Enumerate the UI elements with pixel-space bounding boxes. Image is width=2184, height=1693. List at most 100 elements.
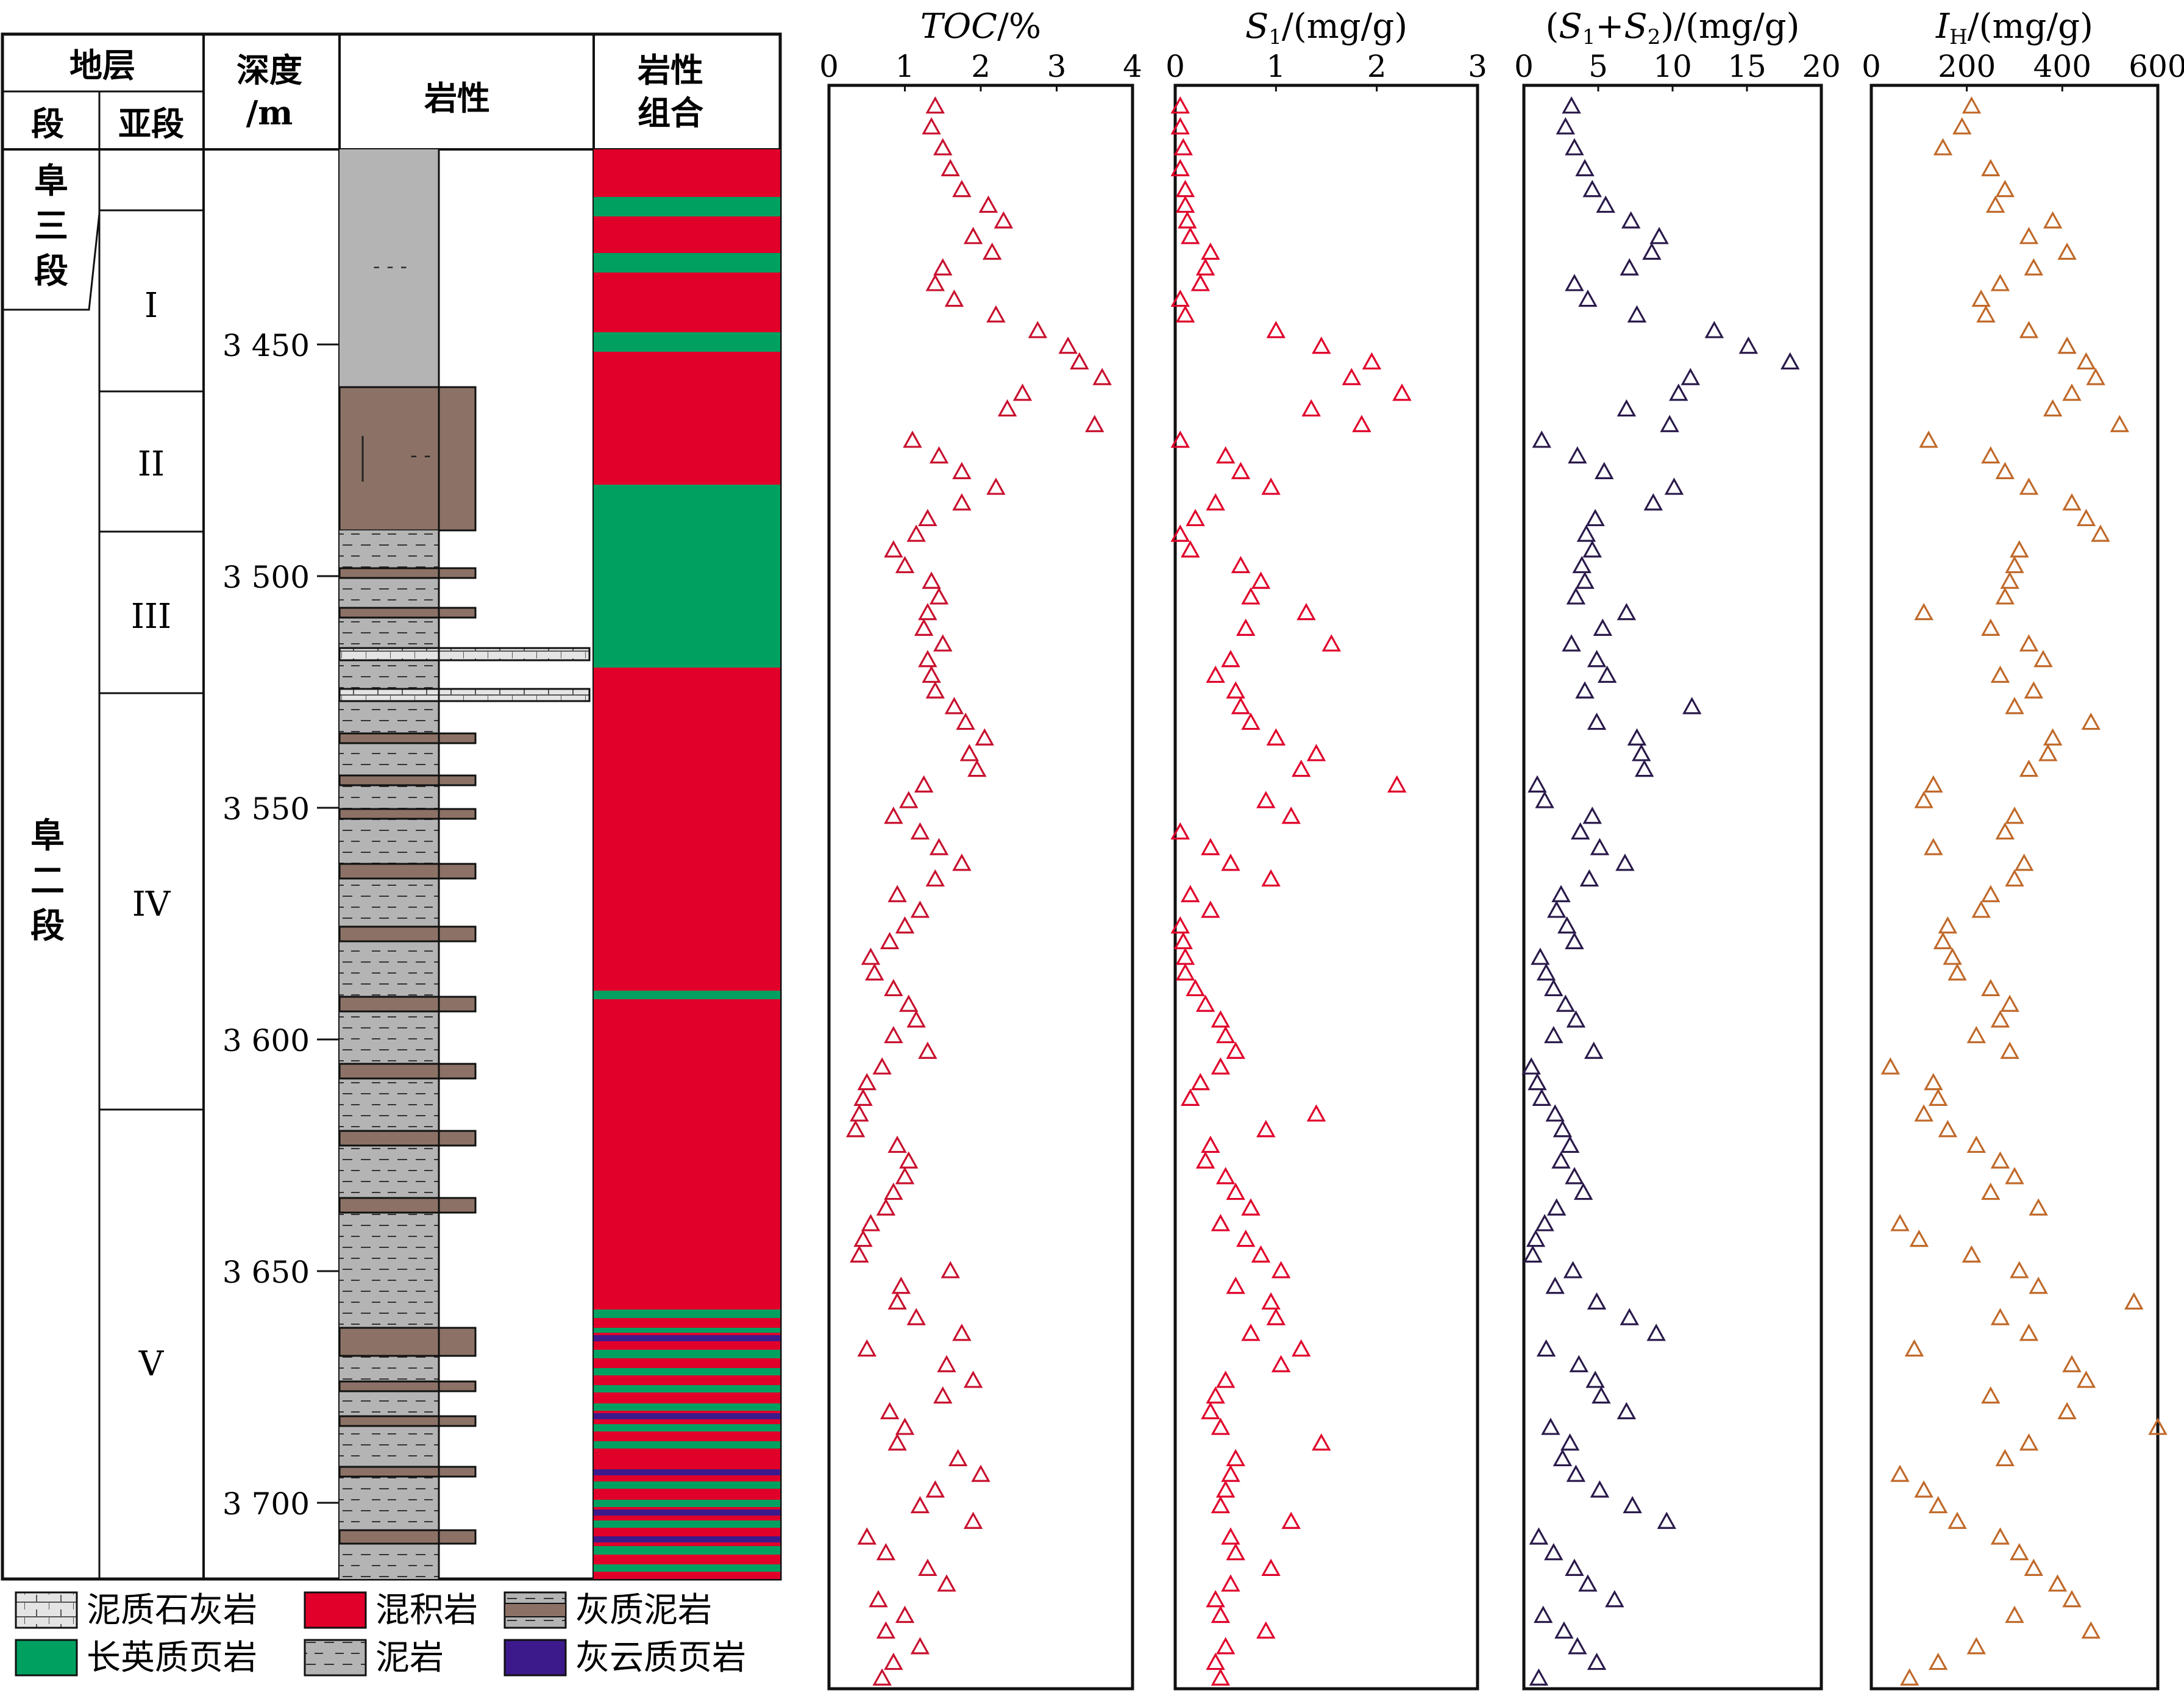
data-point-s1 <box>1175 305 1195 323</box>
data-point-ih <box>1995 462 2015 479</box>
data-point-toc <box>963 1511 983 1529</box>
data-point-ih <box>1981 446 2001 464</box>
data-point-s1s2 <box>1556 117 1576 135</box>
data-point-s1 <box>1226 1277 1245 1294</box>
data-point-s1 <box>1181 227 1200 244</box>
data-point-s1s2 <box>1664 477 1684 495</box>
data-point-toc <box>899 994 919 1012</box>
header-assemblage-line2: 组合 <box>638 93 703 132</box>
depth-tick: 3 450 <box>222 328 340 363</box>
felsic-band <box>594 1500 780 1507</box>
data-point-ih <box>2043 399 2063 417</box>
data-point-s1 <box>1266 1308 1286 1325</box>
data-point-s1s2 <box>1582 180 1602 198</box>
calcareous-mud-bed <box>338 808 477 820</box>
calcareous-mud-bed <box>338 1327 477 1357</box>
data-point-s1 <box>1211 1214 1231 1231</box>
dolomitic-band <box>594 1509 780 1516</box>
data-point-s1 <box>1206 1652 1225 1670</box>
data-point-s1 <box>1297 602 1316 621</box>
data-point-ih <box>1914 1480 1933 1498</box>
data-point-toc <box>922 117 941 135</box>
data-point-s1 <box>1271 1261 1291 1278</box>
data-point-s1s2 <box>1587 1652 1607 1670</box>
depth-axis: 3 450 3 500 3 550 3 600 3 650 3 700 <box>222 328 340 1522</box>
data-point-toc <box>884 978 903 997</box>
legend-item-marl: 泥质石灰岩 <box>15 1591 257 1630</box>
track-title-s1s2: (S1+S2)/(mg/g) <box>1546 7 1800 49</box>
x-tick-label: 600 <box>2129 49 2184 84</box>
data-point-s1 <box>1170 430 1190 448</box>
data-point-s1 <box>1261 477 1281 495</box>
data-point-s1s2 <box>1780 352 1800 370</box>
data-point-s1s2 <box>1554 1621 1574 1639</box>
data-point-toc <box>952 1324 972 1341</box>
felsic-band <box>594 1328 780 1333</box>
x-tick-label: 4 <box>1123 49 1142 84</box>
data-point-s1s2 <box>1566 1464 1586 1482</box>
data-point-ih <box>1938 916 1958 934</box>
data-point-toc <box>933 1386 953 1404</box>
data-point-s1s2 <box>1551 885 1571 902</box>
data-point-toc <box>861 1214 881 1231</box>
data-point-ih <box>2000 571 2019 589</box>
legend-label: 灰质泥岩 <box>575 1591 712 1630</box>
data-point-ih <box>2005 807 2024 824</box>
depth-tick-label: 3 700 <box>222 1486 310 1522</box>
data-point-s1 <box>1201 242 1220 260</box>
data-point-s1s2 <box>1562 96 1581 114</box>
data-point-s1 <box>1181 1088 1200 1106</box>
data-point-toc <box>887 1135 907 1153</box>
felsic-band <box>594 332 780 352</box>
data-point-s1s2 <box>1528 1072 1547 1091</box>
data-point-s1 <box>1236 618 1256 636</box>
data-point-ih <box>1904 1339 1924 1357</box>
data-point-s1 <box>1306 1104 1326 1122</box>
data-point-ih <box>2057 242 2077 260</box>
data-point-ih <box>1962 1245 1982 1263</box>
data-point-s1 <box>1251 1245 1271 1263</box>
track-title-s1: S1/(mg/g) <box>1245 7 1407 49</box>
data-point-s1 <box>1241 587 1261 605</box>
data-point-toc <box>895 555 915 574</box>
data-point-ih <box>2000 1041 2019 1059</box>
data-point-ih <box>1976 305 1996 323</box>
data-point-ih <box>1995 1449 2015 1467</box>
track-frame <box>1522 84 1823 1691</box>
data-point-toc <box>952 180 972 198</box>
data-point-ih <box>2010 540 2029 558</box>
data-point-ih <box>1890 1214 1910 1231</box>
data-point-s1s2 <box>1592 1386 1611 1404</box>
data-point-s1 <box>1211 1668 1231 1686</box>
data-point-ih <box>2005 1167 2024 1185</box>
data-point-ih <box>1899 1668 1919 1686</box>
calcareous-mud-bed <box>338 996 477 1013</box>
data-point-ih <box>1981 885 2001 902</box>
submember-label-ii: II <box>138 444 165 484</box>
track-ih: IH/(mg/g) 0 200 400 600 <box>1862 7 2184 1691</box>
data-point-ih <box>2043 211 2063 229</box>
data-point-ih <box>1928 1652 1948 1670</box>
data-point-s1s2 <box>1535 1214 1554 1231</box>
felsic-band <box>594 1403 780 1411</box>
data-point-s1 <box>1181 885 1200 902</box>
felsic-band <box>594 253 780 273</box>
data-point-s1s2 <box>1623 1495 1642 1514</box>
felsic-band <box>594 1564 780 1572</box>
data-point-s1 <box>1170 96 1190 114</box>
legend-label: 长英质页岩 <box>87 1638 257 1678</box>
data-point-s1s2 <box>1560 1135 1580 1153</box>
x-tick-label: 400 <box>2033 49 2091 84</box>
felsic-band <box>594 1310 780 1318</box>
data-point-ih <box>2019 1433 2039 1451</box>
data-point-s1 <box>1392 383 1412 401</box>
track-s1s2: (S1+S2)/(mg/g) 0 5 10 15 20 <box>1514 7 1841 1691</box>
data-point-toc <box>918 1041 937 1059</box>
data-point-s1s2 <box>1615 854 1635 871</box>
data-point-s1 <box>1195 1151 1215 1169</box>
data-point-s1 <box>1181 540 1200 558</box>
data-point-ih <box>1990 274 2010 291</box>
data-point-s1s2 <box>1617 399 1637 417</box>
depth-tick-label: 3 450 <box>222 328 310 363</box>
depth-tick-label: 3 600 <box>222 1023 310 1058</box>
